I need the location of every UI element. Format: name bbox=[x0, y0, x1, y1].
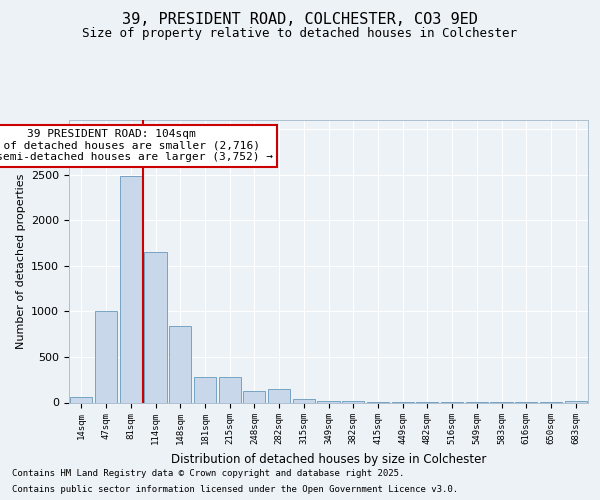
X-axis label: Distribution of detached houses by size in Colchester: Distribution of detached houses by size … bbox=[171, 453, 486, 466]
Bar bbox=[119, 176, 142, 402]
Bar bbox=[268, 389, 290, 402]
Bar bbox=[293, 399, 315, 402]
Bar bbox=[243, 390, 265, 402]
Bar bbox=[194, 377, 216, 402]
Text: 39, PRESIDENT ROAD, COLCHESTER, CO3 9ED: 39, PRESIDENT ROAD, COLCHESTER, CO3 9ED bbox=[122, 12, 478, 28]
Bar bbox=[169, 326, 191, 402]
Bar bbox=[145, 252, 167, 402]
Text: Size of property relative to detached houses in Colchester: Size of property relative to detached ho… bbox=[83, 28, 517, 40]
Bar bbox=[218, 377, 241, 402]
Text: Contains public sector information licensed under the Open Government Licence v3: Contains public sector information licen… bbox=[12, 485, 458, 494]
Text: 39 PRESIDENT ROAD: 104sqm
← 42% of detached houses are smaller (2,716)
58% of se: 39 PRESIDENT ROAD: 104sqm ← 42% of detac… bbox=[0, 129, 273, 162]
Bar bbox=[95, 312, 117, 402]
Bar bbox=[342, 401, 364, 402]
Y-axis label: Number of detached properties: Number of detached properties bbox=[16, 174, 26, 349]
Bar bbox=[565, 400, 587, 402]
Bar bbox=[70, 398, 92, 402]
Text: Contains HM Land Registry data © Crown copyright and database right 2025.: Contains HM Land Registry data © Crown c… bbox=[12, 468, 404, 477]
Bar bbox=[317, 400, 340, 402]
